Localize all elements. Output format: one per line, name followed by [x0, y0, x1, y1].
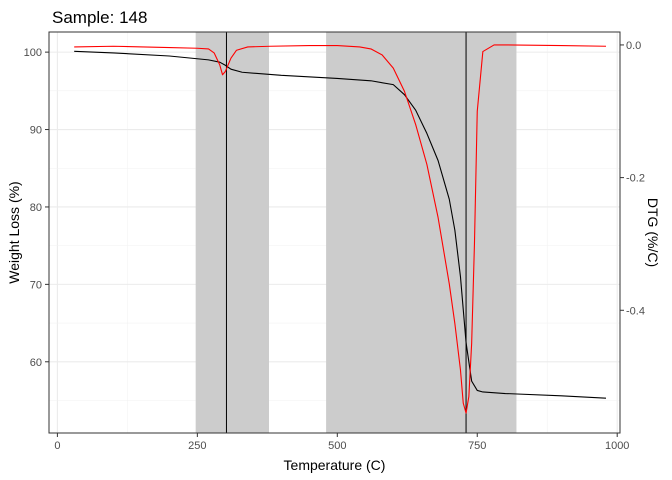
x-tick-label: 500	[328, 440, 346, 452]
data-lines	[74, 44, 607, 414]
y2-axis-title: DTG (%/C)	[645, 198, 661, 267]
shaded-region	[195, 32, 270, 433]
x-tick-label: 750	[468, 440, 486, 452]
y2-tick-label: 0.0	[626, 40, 641, 52]
x-tick-label: 250	[188, 440, 206, 452]
y-tick-label: 90	[30, 125, 42, 137]
x-axis-title: Temperature (C)	[284, 457, 386, 473]
y-tick-label: 80	[30, 202, 42, 214]
y-tick-label: 70	[30, 279, 42, 291]
dtg-line	[74, 44, 607, 414]
y-axis-title: Weight Loss (%)	[6, 181, 22, 283]
x-tick-label: 1000	[605, 440, 629, 452]
axis-ticks: 0 250 500 750 1000 60 70 80 90 100 0.0 -0.2 -0.4	[24, 40, 645, 452]
y2-tick-label: -0.2	[626, 173, 645, 185]
y2-tick-label: -0.4	[626, 305, 645, 317]
vertical-markers	[225, 32, 467, 433]
y-tick-label: 60	[30, 357, 42, 369]
x-tick-label: 0	[54, 440, 60, 452]
plot-title: Sample: 148	[52, 8, 147, 27]
weight-loss-line	[74, 50, 607, 399]
y-tick-label: 100	[24, 47, 42, 59]
panel-border	[48, 31, 621, 434]
shaded-regions	[195, 32, 517, 433]
shaded-region	[326, 32, 517, 433]
